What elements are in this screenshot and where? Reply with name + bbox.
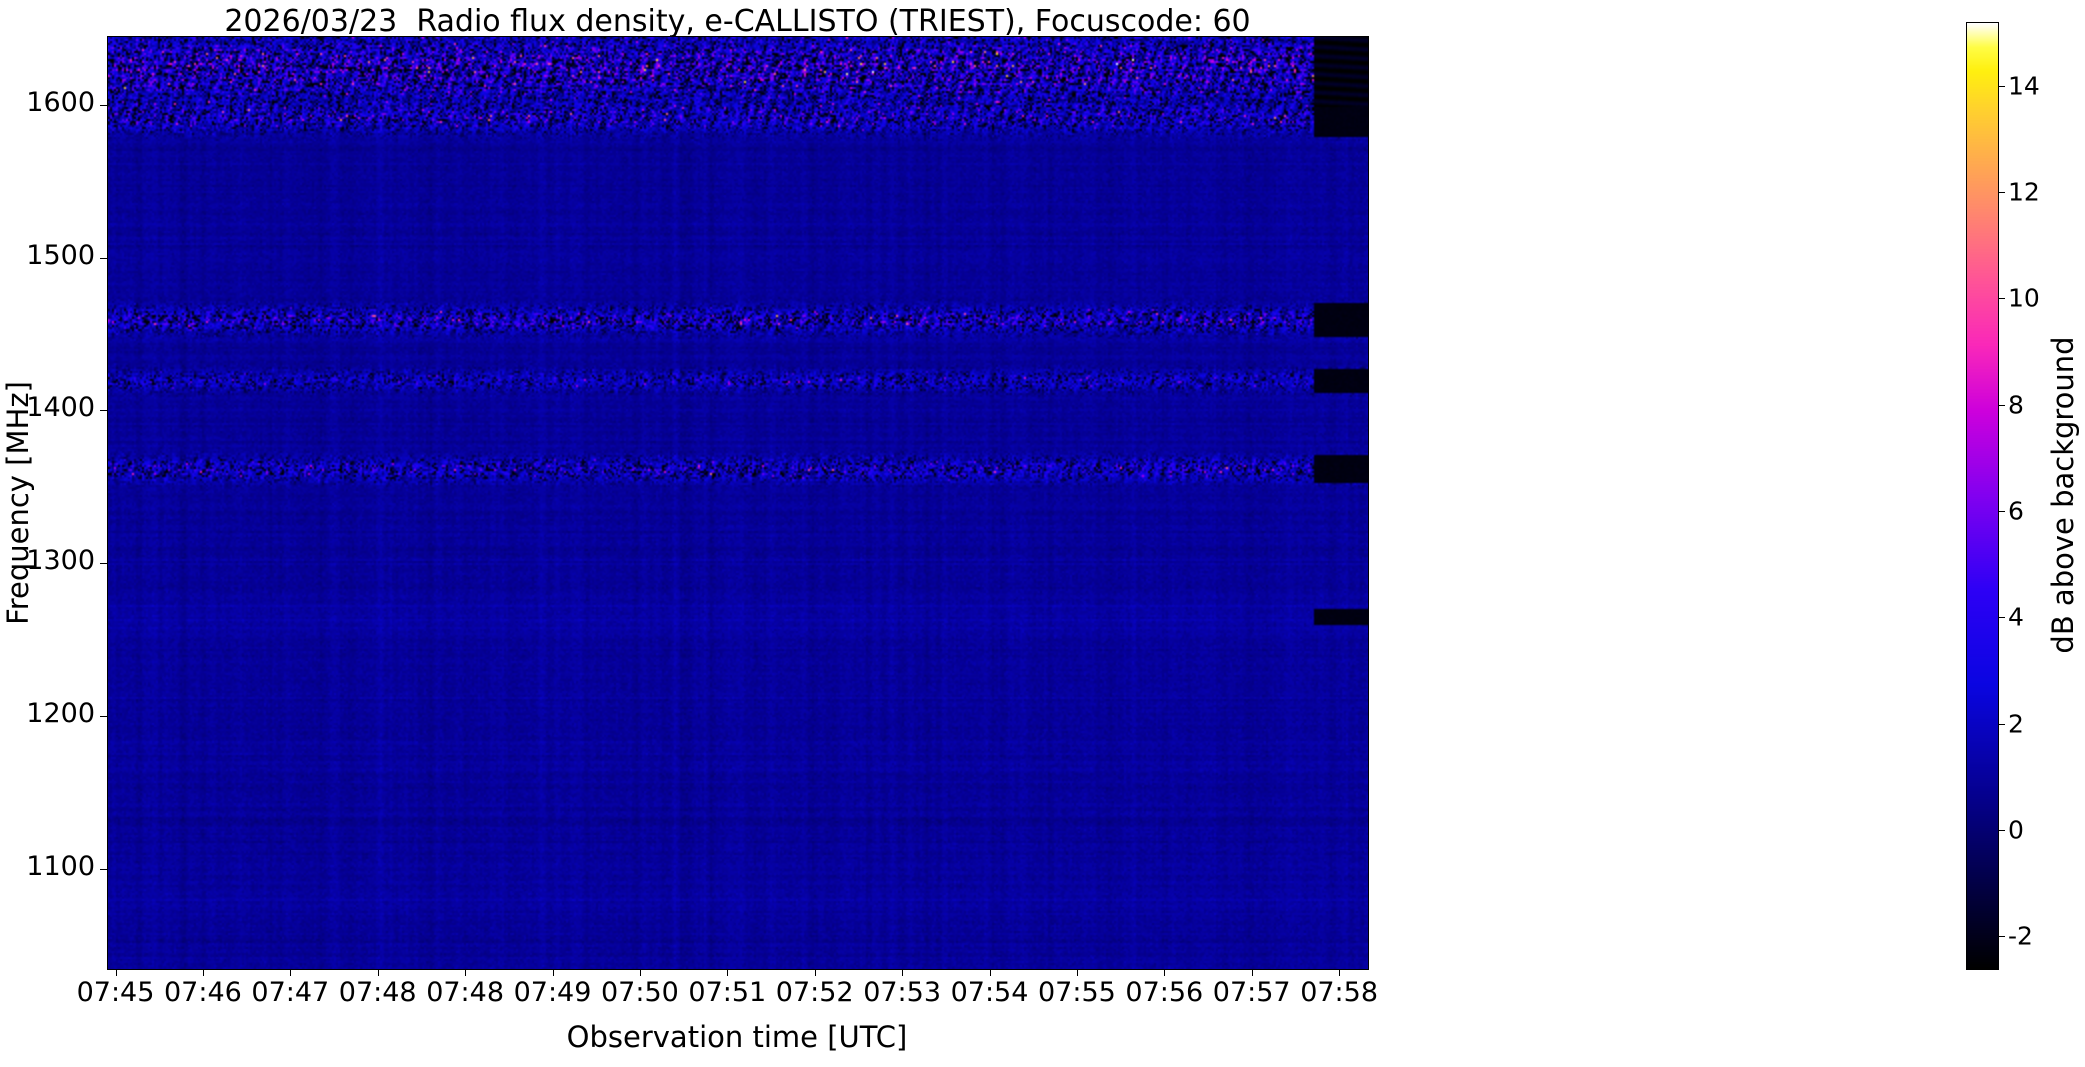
x-axis-tick-label: 07:56 [1125,977,1204,1008]
colorbar-tick-mark [1998,617,2005,618]
x-axis-tick-label: 07:53 [863,977,941,1008]
colorbar-tick-label: 10 [2008,283,2040,313]
x-axis-tick-mark [902,969,903,976]
colorbar-tick-mark [1998,298,2005,299]
x-axis-tick-mark [553,969,554,976]
y-axis-tick-label: 1200 [26,697,95,729]
colorbar-tick-mark [1998,830,2005,831]
colorbar-tick-label: 6 [2008,496,2024,526]
colorbar-tick-mark [1998,86,2005,87]
colorbar-label: dB above background [2045,336,2080,654]
y-axis-tick-label: 1500 [26,239,95,271]
y-axis-tick-mark [100,258,107,259]
x-axis-tick-mark [116,969,117,976]
x-axis-tick-mark [1164,969,1165,976]
x-axis-tick-label: 07:50 [600,977,679,1008]
y-axis-tick-label: 1600 [26,86,95,118]
spectrogram-plot-area [107,36,1369,970]
colorbar-tick-mark [1998,405,2005,406]
colorbar-label-container: dB above background [2040,22,2085,968]
colorbar-gradient [1967,23,1998,969]
y-axis-tick-mark [100,563,107,564]
x-axis-tick-label: 07:48 [338,977,417,1008]
y-axis-tick-label: 1400 [26,392,95,424]
x-axis-tick-label: 07:45 [76,977,155,1008]
colorbar-tick-mark [1998,724,2005,725]
x-axis-tick-mark [640,969,641,976]
x-axis-tick-mark [1339,969,1340,976]
page-title: 2026/03/23 Radio flux density, e-CALLIST… [224,4,1251,39]
x-axis-tick-label: 07:49 [513,977,592,1008]
spectrogram-image [108,37,1368,969]
colorbar [1966,22,1999,970]
colorbar-tick-mark [1998,936,2005,937]
colorbar-tick-label: 14 [2008,71,2040,101]
x-axis-tick-mark [990,969,991,976]
colorbar-tick-label: 0 [2008,815,2024,845]
x-axis-tick-label: 07:48 [426,977,504,1008]
colorbar-tick-label: 8 [2008,390,2024,420]
x-axis-tick-mark [203,969,204,976]
y-axis-tick-label: 1100 [26,850,95,882]
x-axis-tick-mark [378,969,379,976]
y-axis-tick-label: 1300 [26,545,95,577]
x-axis-tick-label: 07:46 [163,977,242,1008]
colorbar-tick-label: 2 [2008,709,2024,739]
colorbar-tick-label: -2 [2008,921,2033,951]
x-axis-tick-label: 07:54 [950,977,1029,1008]
x-axis-tick-mark [727,969,728,976]
x-axis-tick-label: 07:52 [775,977,854,1008]
colorbar-tick-label: 12 [2008,177,2040,207]
y-axis-tick-mark [100,716,107,717]
y-axis-tick-mark [100,869,107,870]
x-axis-tick-mark [1077,969,1078,976]
colorbar-tick-mark [1998,192,2005,193]
x-axis-tick-mark [815,969,816,976]
x-axis-tick-mark [1252,969,1253,976]
y-axis-tick-mark [100,105,107,106]
x-axis-label: Observation time [UTC] [566,1020,908,1054]
y-axis-tick-mark [100,410,107,411]
x-axis-tick-label: 07:58 [1300,977,1378,1008]
x-axis-tick-label: 07:57 [1212,977,1291,1008]
x-axis-tick-mark [465,969,466,976]
x-axis-tick-label: 07:51 [688,977,767,1008]
x-axis-tick-label: 07:47 [251,977,330,1008]
colorbar-tick-label: 4 [2008,602,2024,632]
x-axis-tick-mark [290,969,291,976]
colorbar-tick-mark [1998,511,2005,512]
x-axis-tick-label: 07:55 [1037,977,1116,1008]
